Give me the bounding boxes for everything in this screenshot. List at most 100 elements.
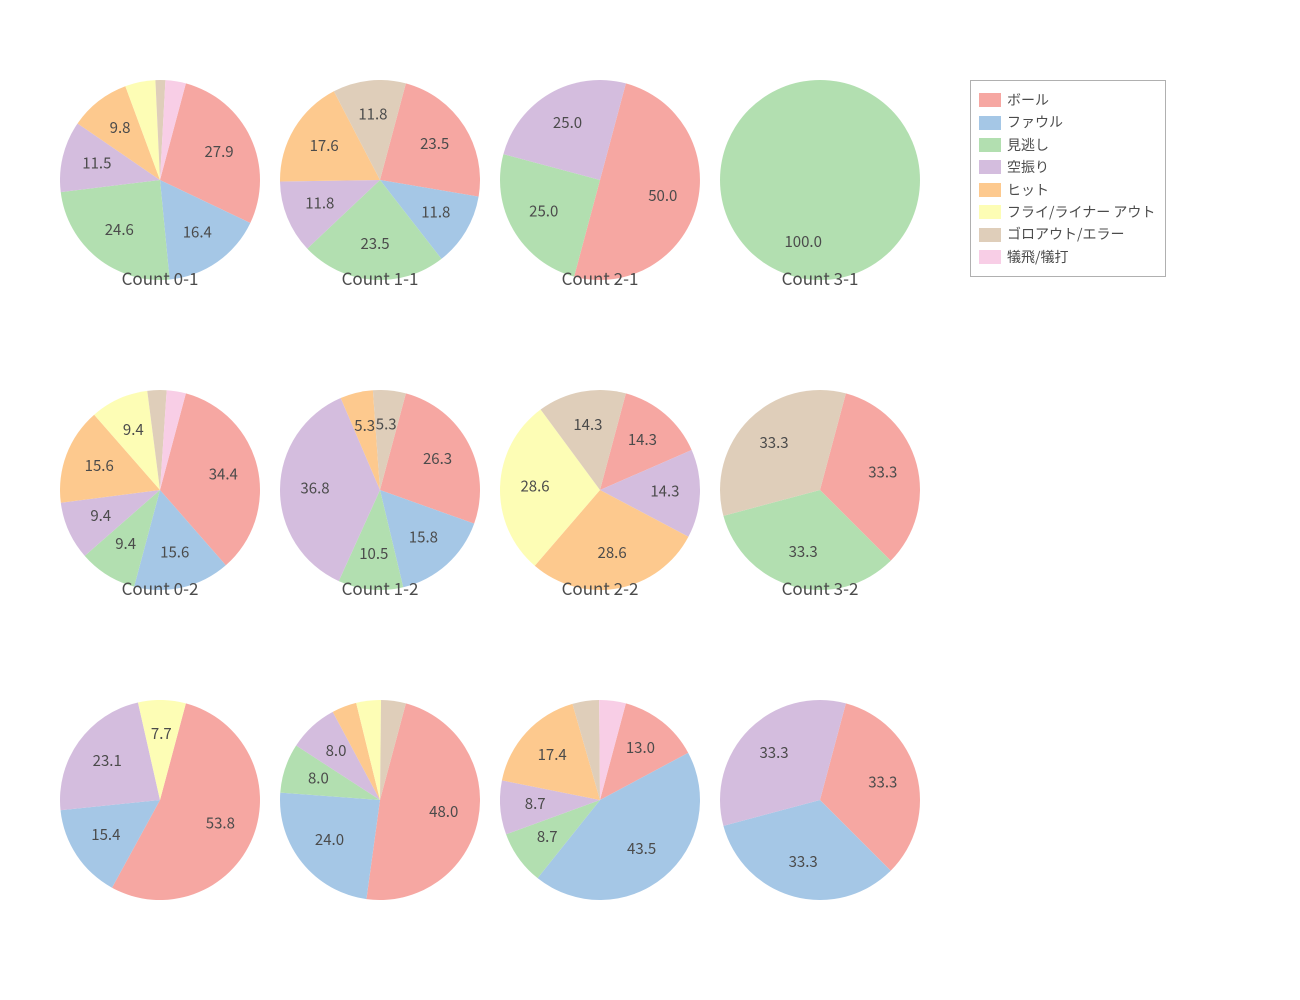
legend-item-hit: ヒット [979, 179, 1155, 201]
pie-count-3-0: Count 3-0100.0 [720, 80, 920, 280]
slice-label: 25.0 [553, 112, 582, 133]
legend-item-look: 見逃し [979, 134, 1155, 156]
legend-label: 空振り [1007, 156, 1049, 178]
pie-count-3-2: Count 3-233.333.333.3 [720, 700, 920, 900]
pie-title: Count 2-2 [500, 575, 700, 600]
pie-title: Count 1-1 [280, 265, 480, 290]
slice-label: 8.7 [525, 793, 546, 814]
legend-swatch [979, 205, 1001, 219]
legend-label: ゴロアウト/エラー [1007, 223, 1125, 245]
slice-label: 7.7 [151, 723, 172, 744]
legend-label: ファウル [1007, 111, 1063, 133]
slice-label: 13.0 [626, 737, 655, 758]
pie-title: Count 0-1 [60, 265, 260, 290]
slice-label: 9.4 [90, 505, 111, 526]
slice-label: 14.3 [628, 429, 657, 450]
slice-label: 17.4 [538, 744, 567, 765]
slice-label: 33.3 [868, 771, 897, 792]
pie-count-3-1: Count 3-133.333.333.3 [720, 390, 920, 590]
legend-label: フライ/ライナー アウト [1007, 201, 1155, 223]
pie-svg: 100.0 [720, 80, 920, 280]
legend-swatch [979, 93, 1001, 107]
legend-item-ground: ゴロアウト/エラー [979, 223, 1155, 245]
pie-svg: 34.415.69.49.415.69.4 [60, 390, 260, 590]
slice-label: 24.6 [105, 219, 134, 240]
pie-count-0-1: Count 0-134.415.69.49.415.69.4 [60, 390, 260, 590]
legend-swatch [979, 116, 1001, 130]
slice-label: 48.0 [429, 801, 458, 822]
legend-label: 犠飛/犠打 [1007, 246, 1069, 268]
slice-label: 10.5 [359, 543, 388, 564]
slice-label: 5.3 [376, 413, 397, 434]
slice-label: 27.9 [204, 141, 233, 162]
slice-label: 33.3 [759, 432, 788, 453]
slice-label: 25.0 [529, 201, 558, 222]
pie-title: Count 3-1 [720, 265, 920, 290]
slice-label: 9.8 [110, 117, 131, 138]
slice-label: 24.0 [315, 829, 344, 850]
slice-label: 8.7 [537, 826, 558, 847]
chart-grid: Count 0-027.916.424.611.59.8Count 1-023.… [0, 0, 1300, 1000]
pie-count-1-2: Count 1-248.024.08.08.0 [280, 700, 480, 900]
slice-label: 11.8 [421, 201, 450, 222]
slice-label: 15.8 [409, 526, 438, 547]
pie-title: Count 2-1 [500, 265, 700, 290]
slice-label: 11.8 [358, 103, 387, 124]
slice-label: 23.5 [360, 233, 389, 254]
pie-svg: 23.511.823.511.817.611.8 [280, 80, 480, 280]
slice-label: 36.8 [300, 477, 329, 498]
pie-count-2-0: Count 2-050.025.025.0 [500, 80, 700, 280]
slice-label: 14.3 [650, 481, 679, 502]
slice-label: 14.3 [573, 414, 602, 435]
pie-title: Count 1-2 [280, 575, 480, 600]
slice-label: 9.4 [123, 419, 144, 440]
pie-title: Count 3-2 [720, 575, 920, 600]
slice-label: 15.4 [91, 824, 120, 845]
legend-swatch [979, 183, 1001, 197]
legend-swatch [979, 160, 1001, 174]
pie-svg: 33.333.333.3 [720, 390, 920, 590]
legend-item-ball: ボール [979, 89, 1155, 111]
pie-svg: 27.9 16.4 24.6 11.5 9.8 [60, 80, 260, 280]
slice-label: 33.3 [759, 742, 788, 763]
legend-swatch [979, 250, 1001, 264]
legend-label: ヒット [1007, 179, 1049, 201]
pie-count-1-0: Count 1-023.511.823.511.817.611.8 [280, 80, 480, 280]
pie-svg: 53.815.423.17.7 [60, 700, 260, 900]
slice-label: 8.0 [326, 740, 347, 761]
legend-swatch [979, 228, 1001, 242]
slice-label: 100.0 [784, 231, 821, 252]
slice-label: 33.3 [789, 851, 818, 872]
slice-label: 5.3 [354, 415, 375, 436]
slice-label: 33.3 [789, 541, 818, 562]
slice-label: 9.4 [115, 533, 136, 554]
legend: ボールファウル見逃し空振りヒットフライ/ライナー アウトゴロアウト/エラー犠飛/… [970, 80, 1166, 277]
legend-item-flyliner: フライ/ライナー アウト [979, 201, 1155, 223]
legend-item-swing: 空振り [979, 156, 1155, 178]
pie-svg: 26.3 15.8 10.5 36.8 5.35.3 [280, 390, 480, 590]
slice-label: 26.3 [423, 448, 452, 469]
pie-count-1-1: Count 1-126.315.810.536.85.35.3 [280, 390, 480, 590]
slice-label: 11.8 [305, 193, 334, 214]
pie-svg: 50.025.025.0 [500, 80, 700, 280]
slice-label: 15.6 [160, 541, 189, 562]
pie-count-0-2: Count 0-253.815.423.17.7 [60, 700, 260, 900]
pie-svg: 14.3 14.3 28.6 28.6 14.3 [500, 390, 700, 590]
legend-swatch [979, 138, 1001, 152]
slice-label: 34.4 [209, 463, 238, 484]
pie-count-2-1: Count 2-114.314.328.628.614.3 [500, 390, 700, 590]
slice-label: 17.6 [310, 135, 339, 156]
pie-count-2-2: Count 2-213.043.58.78.717.4 [500, 700, 700, 900]
slice-label: 16.4 [183, 221, 212, 242]
legend-label: ボール [1007, 89, 1049, 111]
legend-label: 見逃し [1007, 134, 1049, 156]
pie-count-0-0: Count 0-027.916.424.611.59.8 [60, 80, 260, 280]
pie-svg: 48.0 24.0 8.0 8.0 [280, 700, 480, 900]
pie-svg: 33.3 33.3 33.3 [720, 700, 920, 900]
slice-label: 8.0 [308, 767, 329, 788]
pie-title: Count 0-2 [60, 575, 260, 600]
slice-label: 28.6 [598, 542, 627, 563]
slice-label: 15.6 [85, 455, 114, 476]
slice-label: 11.5 [82, 153, 111, 174]
slice-label: 28.6 [520, 476, 549, 497]
